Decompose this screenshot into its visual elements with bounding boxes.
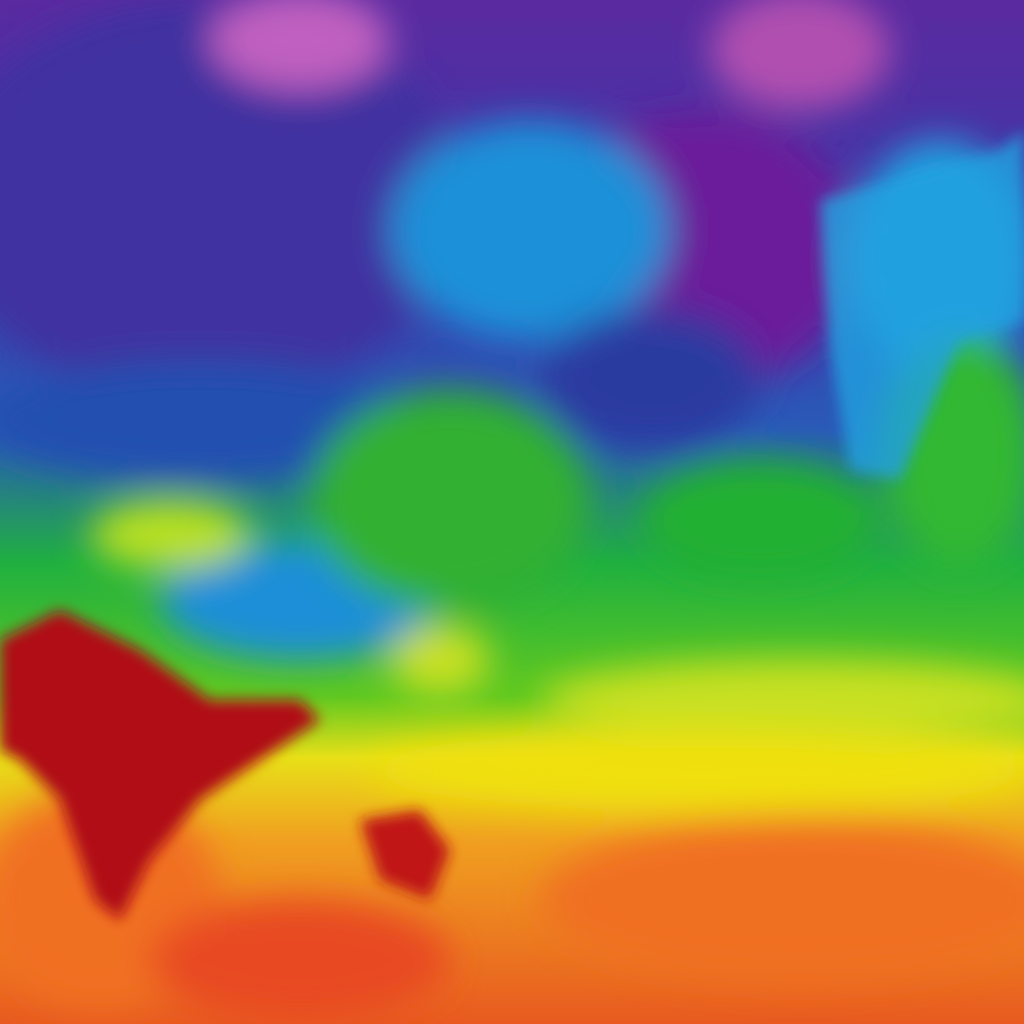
hot-region-india <box>0 610 450 920</box>
cold-region-coast <box>820 130 1024 480</box>
